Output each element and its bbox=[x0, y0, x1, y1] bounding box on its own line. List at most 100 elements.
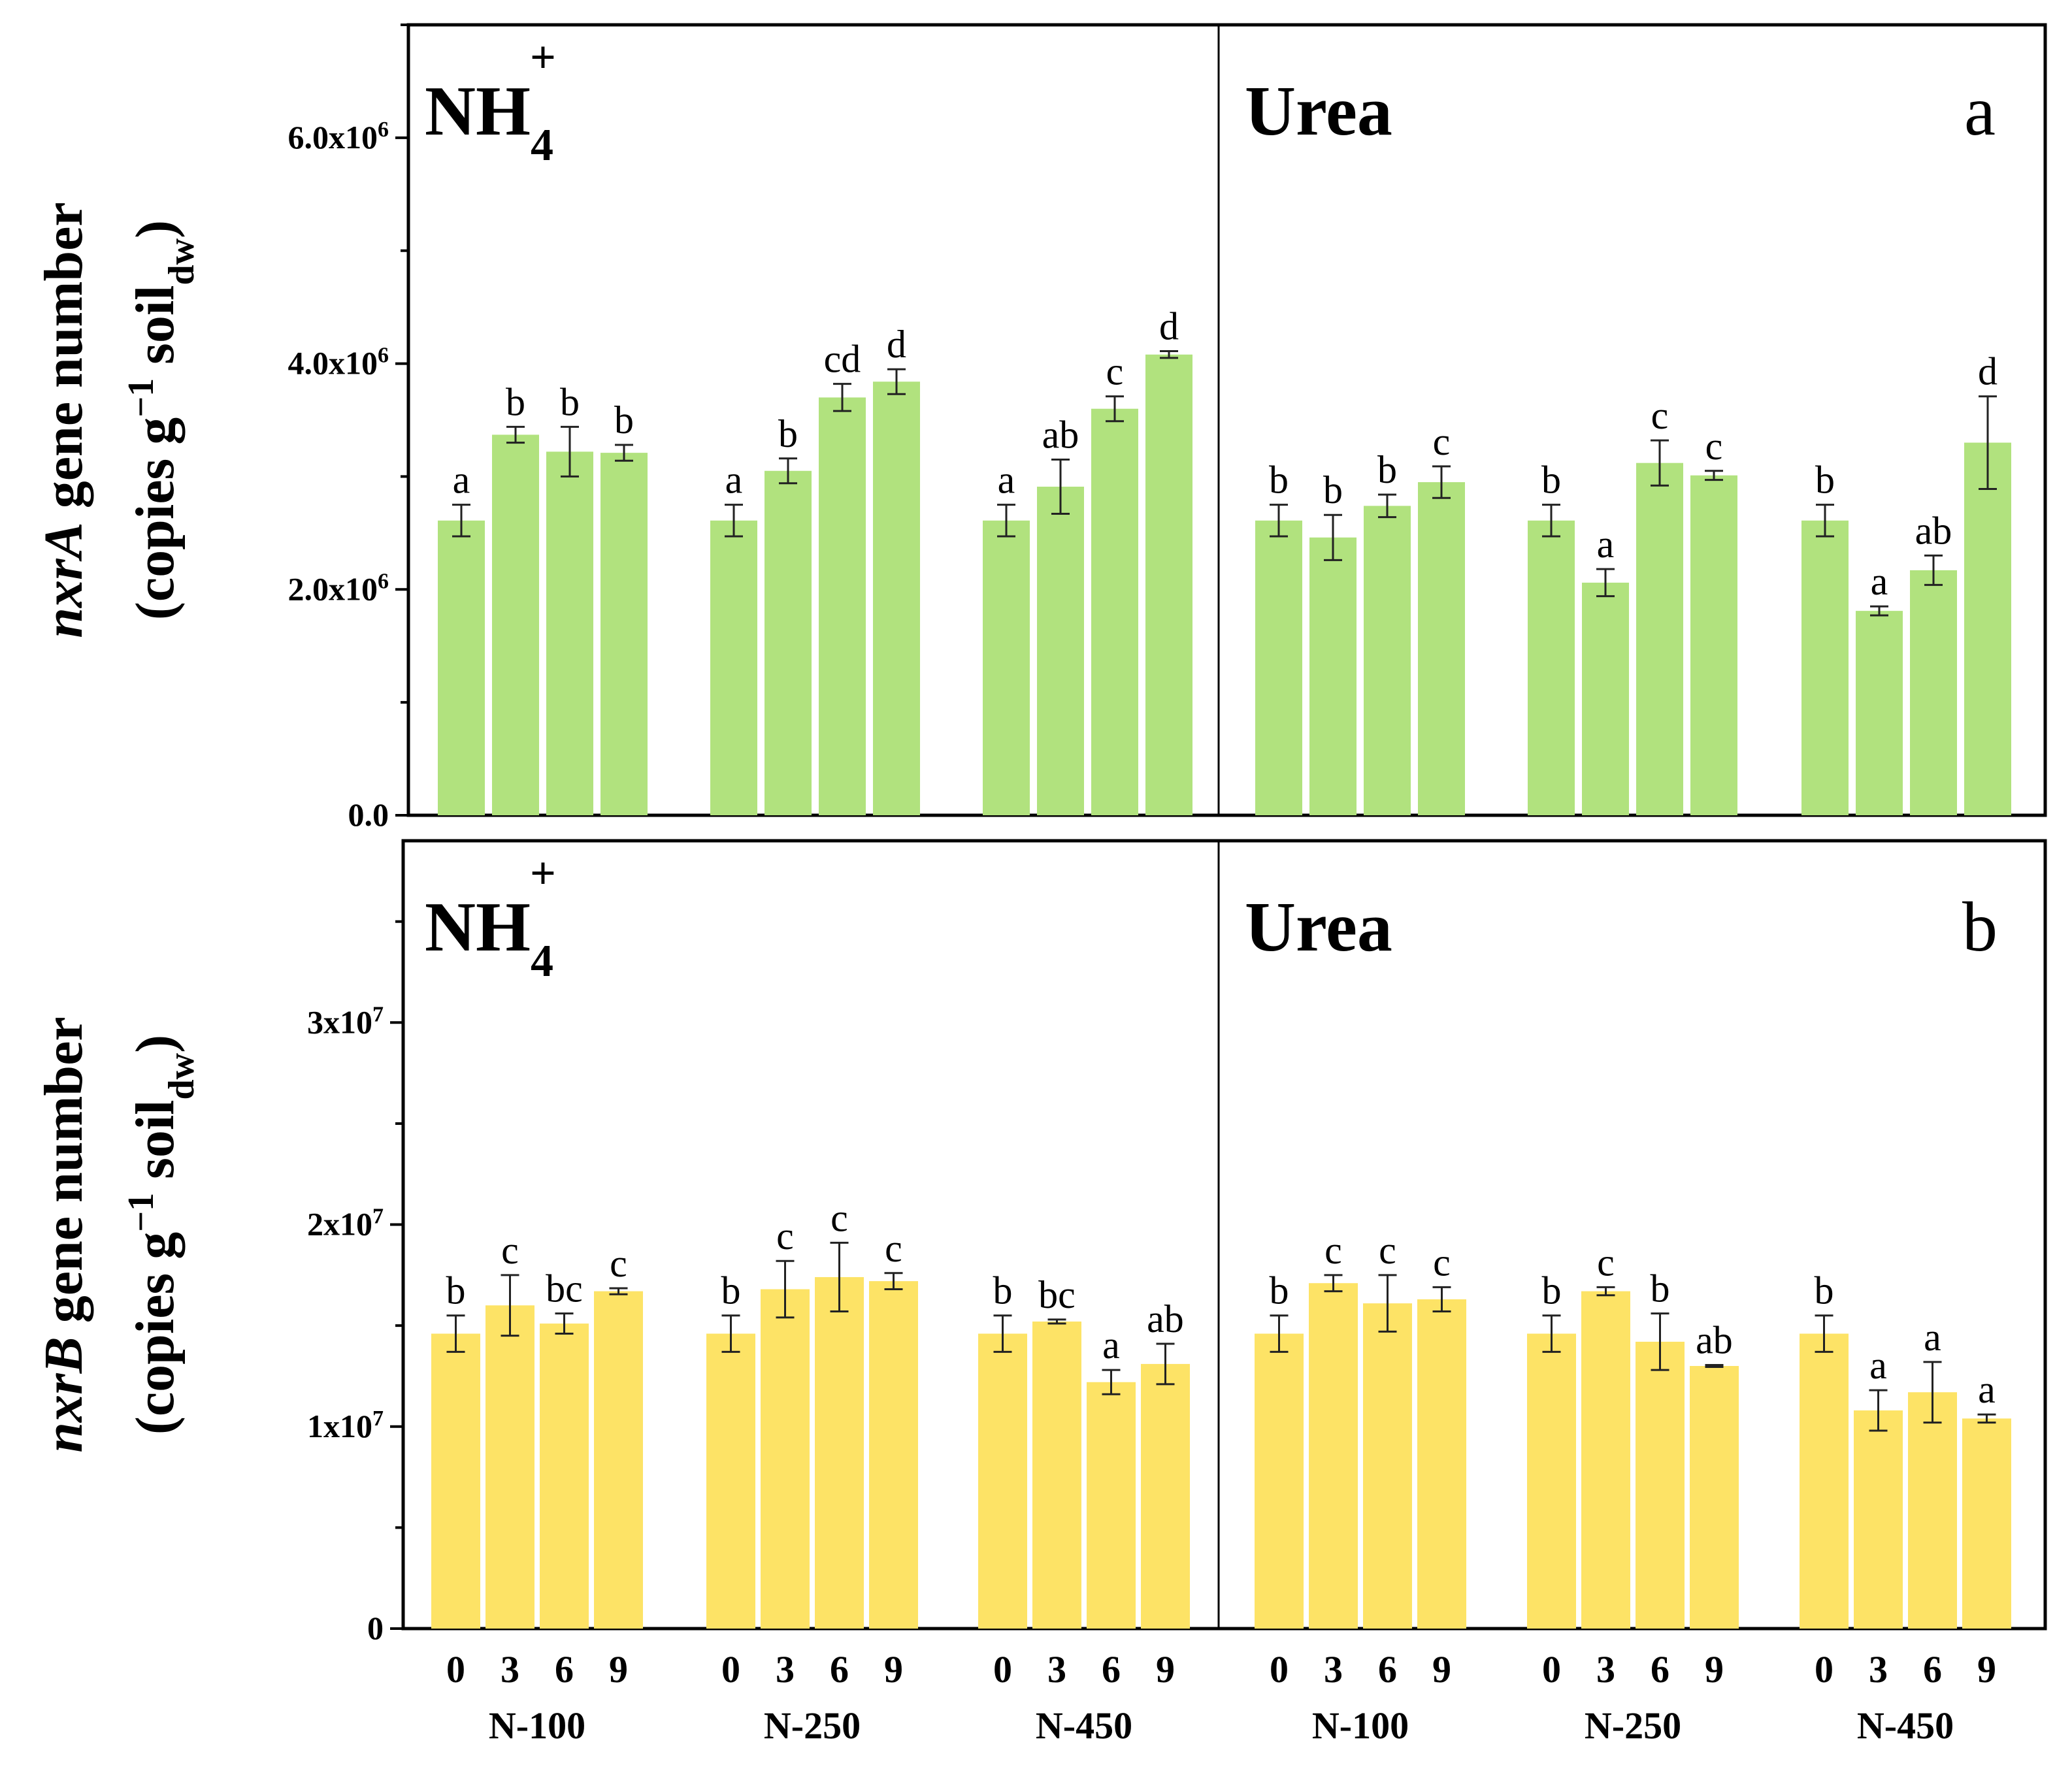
bar bbox=[600, 453, 648, 815]
significance-letter: a bbox=[1597, 523, 1615, 566]
significance-letter: a bbox=[1924, 1316, 1941, 1359]
x-tick-label: 3 bbox=[776, 1648, 795, 1691]
y-tick-label: 0.0 bbox=[348, 796, 389, 833]
significance-letter: c bbox=[776, 1214, 794, 1258]
x-tick-label: 9 bbox=[1432, 1648, 1451, 1691]
x-tick-label: 3 bbox=[501, 1648, 519, 1691]
significance-letter: c bbox=[1324, 1229, 1342, 1272]
x-tick-label: 0 bbox=[993, 1648, 1012, 1691]
bar bbox=[1527, 1333, 1576, 1629]
x-tick-label: 9 bbox=[1977, 1648, 1996, 1691]
x-tick-label: 9 bbox=[1156, 1648, 1175, 1691]
significance-letter: c bbox=[830, 1196, 848, 1239]
y-tick-label: 2x107 bbox=[307, 1204, 384, 1243]
significance-letter: d bbox=[1159, 305, 1179, 348]
significance-letter: ab bbox=[1915, 509, 1952, 552]
significance-letter: b bbox=[1270, 1269, 1289, 1312]
bar bbox=[765, 470, 812, 815]
bar bbox=[1145, 354, 1192, 815]
significance-letter: ab bbox=[1696, 1318, 1733, 1361]
significance-letter: c bbox=[1433, 420, 1451, 463]
significance-letter: b bbox=[721, 1269, 741, 1312]
y-tick-label: 2.0x106 bbox=[288, 569, 389, 608]
y-axis-label-line1: nxrA gene number bbox=[33, 202, 94, 638]
significance-letter: b bbox=[1377, 448, 1397, 491]
x-tick-label: 0 bbox=[1542, 1648, 1561, 1691]
bar bbox=[869, 1281, 918, 1629]
bar bbox=[978, 1333, 1027, 1629]
y-axis-label-line1: nxrB gene number bbox=[33, 1016, 94, 1452]
significance-letter: b bbox=[1269, 459, 1289, 502]
bar bbox=[1255, 520, 1302, 815]
group-label: N-100 bbox=[1312, 1704, 1409, 1747]
significance-letter: b bbox=[560, 380, 580, 423]
bar bbox=[1141, 1363, 1190, 1629]
bar bbox=[1255, 1333, 1304, 1629]
y-axis-label-line2: (copies g−1 soildw) bbox=[121, 1035, 202, 1435]
bar bbox=[706, 1333, 755, 1629]
significance-letter: c bbox=[1705, 425, 1723, 468]
bar bbox=[819, 397, 866, 815]
bar bbox=[1032, 1321, 1081, 1629]
group-label: N-450 bbox=[1036, 1704, 1132, 1747]
plot-frame bbox=[406, 23, 2047, 817]
x-tick-label: 0 bbox=[1815, 1648, 1834, 1691]
significance-letter: a bbox=[1871, 560, 1888, 603]
bar bbox=[1908, 1392, 1957, 1629]
significance-letter: b bbox=[1815, 459, 1835, 502]
significance-letter: b bbox=[1542, 1269, 1562, 1312]
significance-letter: c bbox=[1597, 1241, 1615, 1284]
significance-letter: a bbox=[1869, 1344, 1887, 1387]
plot-frame bbox=[401, 839, 2047, 1631]
bar bbox=[983, 520, 1030, 815]
bar bbox=[1091, 408, 1138, 815]
y-tick-label: 4.0x106 bbox=[288, 343, 389, 382]
significance-letter: c bbox=[610, 1242, 627, 1285]
significance-letter: a bbox=[998, 459, 1015, 502]
significance-letter: c bbox=[1433, 1241, 1451, 1284]
panel-b: 0 1x107 2x107 3x107 nxrB gene number (copies … bbox=[33, 839, 2047, 1747]
significance-letter: c bbox=[885, 1227, 902, 1270]
x-tick-label: 6 bbox=[1102, 1648, 1121, 1691]
panel-a: 0.0 2.0x106 4.0x106 6.0x106 nxrA gene number… bbox=[33, 23, 2047, 833]
significance-letter: c bbox=[1379, 1229, 1396, 1272]
bar bbox=[1636, 463, 1683, 815]
bar bbox=[438, 520, 485, 815]
x-tick-label: 3 bbox=[1324, 1648, 1343, 1691]
bar bbox=[1309, 537, 1357, 815]
y-tick-label: 1x107 bbox=[307, 1406, 384, 1444]
bar bbox=[1690, 1366, 1739, 1629]
significance-letter: b bbox=[614, 398, 634, 442]
significance-letter: b bbox=[446, 1269, 466, 1312]
section-title: NH4+ bbox=[425, 33, 556, 171]
group-label: N-250 bbox=[764, 1704, 861, 1747]
group-label: N-250 bbox=[1585, 1704, 1681, 1747]
bar bbox=[1417, 1299, 1466, 1629]
significance-letter: a bbox=[1102, 1324, 1120, 1367]
x-tick-label: 6 bbox=[1923, 1648, 1942, 1691]
bar bbox=[1636, 1341, 1685, 1629]
bar bbox=[873, 382, 920, 815]
bar bbox=[546, 451, 593, 815]
section-title: NH4+ bbox=[425, 849, 556, 986]
y-tick-label: 3x107 bbox=[307, 1002, 384, 1041]
section-title: Urea bbox=[1245, 73, 1392, 150]
bar bbox=[1910, 570, 1957, 815]
bar bbox=[492, 434, 539, 815]
significance-letter: cd bbox=[824, 338, 861, 381]
significance-letter: a bbox=[453, 459, 470, 502]
significance-letter: b bbox=[1541, 459, 1561, 502]
significance-letter: c bbox=[1651, 394, 1669, 437]
x-tick-label: 6 bbox=[830, 1648, 849, 1691]
x-tick-label: 3 bbox=[1596, 1648, 1615, 1691]
significance-letter: b bbox=[506, 380, 525, 423]
bar bbox=[540, 1324, 589, 1629]
x-tick-label: 0 bbox=[446, 1648, 465, 1691]
bar bbox=[1854, 1410, 1903, 1629]
bar bbox=[1528, 520, 1575, 815]
panel-letter: a bbox=[1964, 73, 1996, 150]
y-axis-label-line2: (copies g−1 soildw) bbox=[121, 220, 202, 620]
significance-letter: b bbox=[1651, 1267, 1670, 1310]
